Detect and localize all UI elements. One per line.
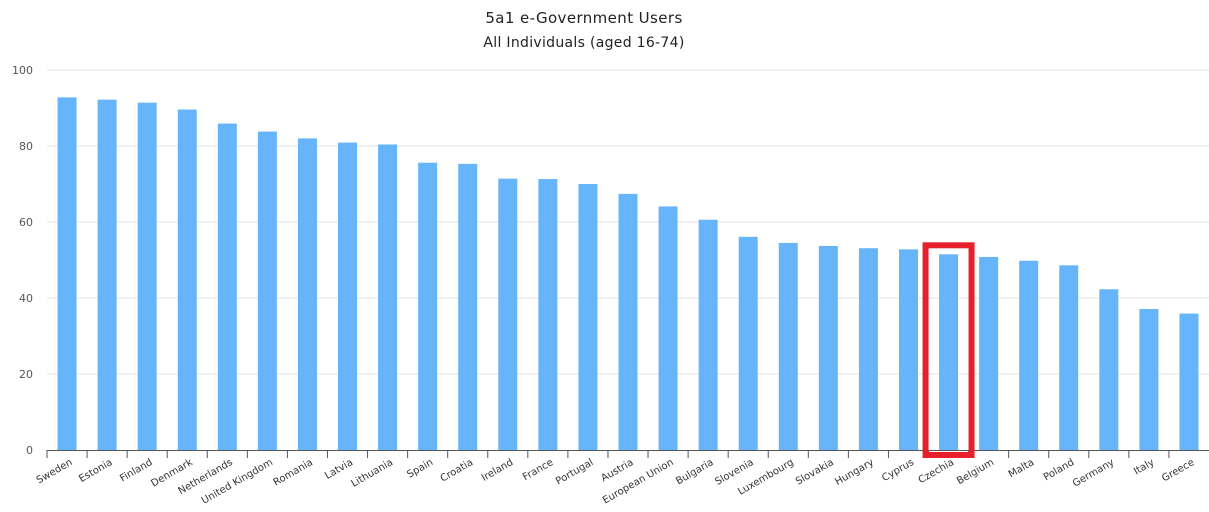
x-tick-label: Greece	[1160, 457, 1196, 484]
x-tick-label: Belgium	[955, 457, 996, 487]
x-tick-label: Romania	[272, 457, 315, 488]
x-tick-label: Italy	[1132, 457, 1156, 477]
bar	[98, 100, 117, 450]
bar	[1099, 289, 1118, 450]
y-tick-label: 0	[26, 444, 33, 457]
y-tick-label: 60	[19, 216, 33, 229]
x-tick-label: Slovakia	[794, 457, 836, 488]
x-tick-label: Bulgaria	[674, 457, 715, 487]
y-tick-label: 40	[19, 292, 33, 305]
y-tick-label: 80	[19, 140, 33, 153]
bar	[659, 206, 678, 450]
bar	[779, 243, 798, 450]
x-tick-label: Cyprus	[880, 457, 916, 484]
x-tick-label: United Kingdom	[200, 457, 275, 507]
x-tick-label: Estonia	[77, 457, 114, 485]
x-tick-label: Hungary	[833, 457, 876, 488]
bar	[819, 246, 838, 450]
y-tick-label: 100	[12, 64, 33, 77]
y-tick-label: 20	[19, 368, 33, 381]
x-tick-label: France	[521, 457, 555, 483]
bar	[979, 257, 998, 450]
bar	[218, 124, 237, 450]
bar	[578, 184, 597, 450]
x-tick-label: European Union	[601, 457, 676, 506]
bar	[739, 237, 758, 450]
bar	[138, 103, 157, 450]
x-tick-label: Portugal	[554, 457, 595, 487]
x-tick-label: Spain	[405, 457, 435, 481]
bar	[859, 248, 878, 450]
bar	[298, 138, 317, 450]
bar	[378, 144, 397, 450]
bar	[458, 164, 477, 450]
bar	[538, 179, 557, 450]
x-tick-label: Sweden	[35, 457, 75, 486]
bar	[258, 132, 277, 450]
bar	[619, 194, 638, 450]
x-tick-label: Czechia	[917, 457, 956, 486]
x-tick-label: Latvia	[323, 457, 355, 482]
bar	[1019, 261, 1038, 450]
bar	[58, 97, 77, 450]
bar	[418, 163, 437, 450]
bar	[1059, 265, 1078, 450]
bar	[899, 249, 918, 450]
bar	[338, 143, 357, 450]
x-tick-label: Germany	[1071, 457, 1116, 490]
x-tick-label: Malta	[1007, 457, 1036, 480]
bar	[699, 220, 718, 450]
x-tick-label: Croatia	[439, 457, 476, 485]
bar	[1139, 309, 1158, 450]
bar	[498, 179, 517, 450]
bar	[939, 254, 958, 450]
x-tick-label: Lithuania	[349, 457, 395, 490]
bar	[178, 110, 197, 450]
x-tick-label: Ireland	[480, 457, 515, 484]
bar	[1179, 314, 1198, 450]
